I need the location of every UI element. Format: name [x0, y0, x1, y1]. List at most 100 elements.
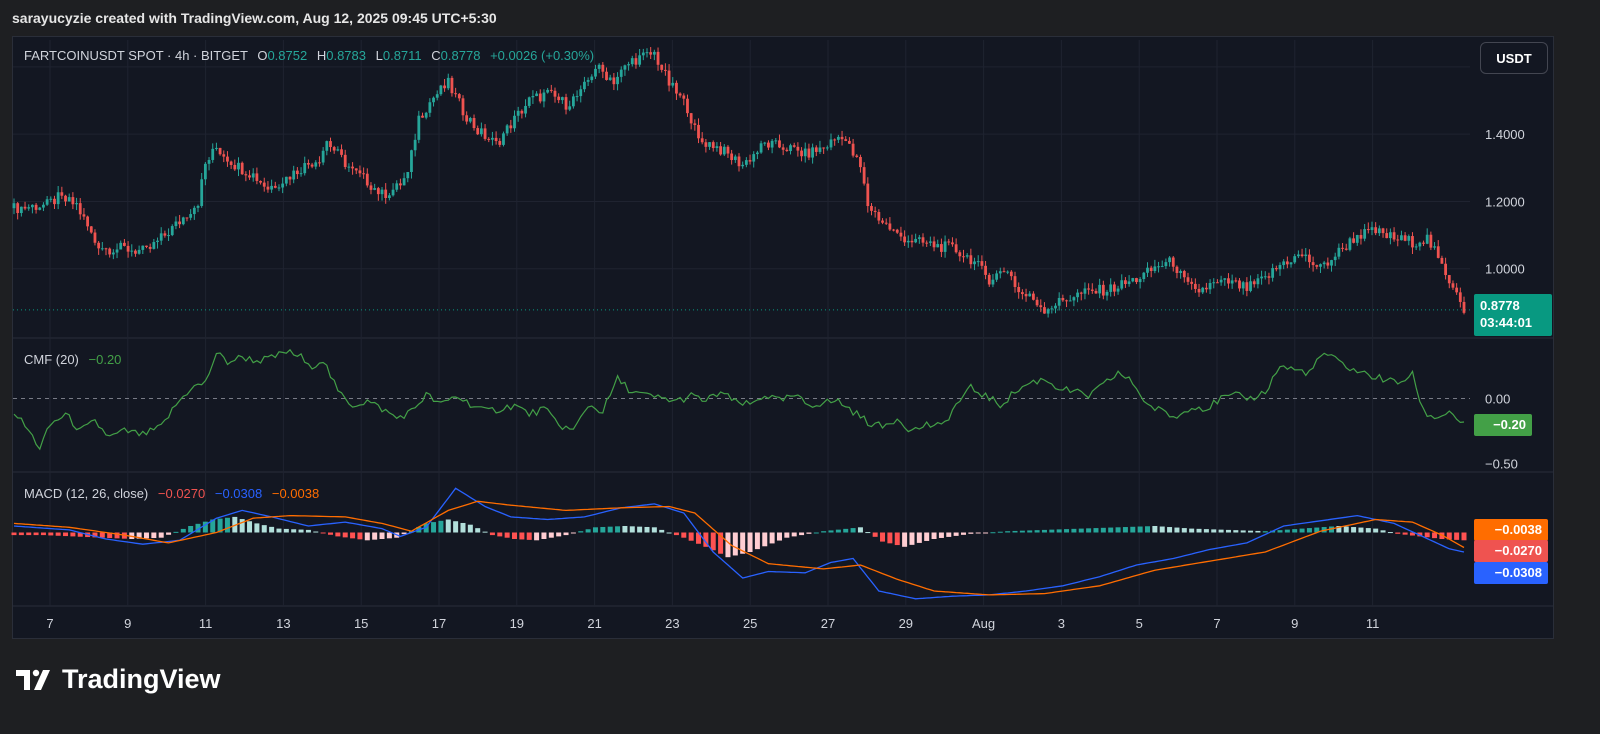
candle-body: [1002, 271, 1006, 273]
candle-body: [1028, 293, 1032, 297]
macd-histogram-bar: [747, 532, 753, 552]
candle-body: [424, 112, 428, 118]
candle-body: [1370, 227, 1374, 230]
candle-body: [387, 195, 391, 199]
high-label: H: [316, 48, 327, 63]
candle-body: [822, 147, 826, 149]
macd-histogram-bar: [585, 529, 591, 533]
candle-body: [711, 142, 715, 149]
macd-histogram-bar: [1027, 530, 1033, 533]
macd-label[interactable]: MACD (12, 26, close): [24, 486, 149, 501]
candle-body: [1458, 292, 1462, 302]
macd-histogram-bar: [946, 532, 952, 537]
candle-body: [1407, 236, 1411, 241]
macd-histogram-bar: [1255, 530, 1261, 533]
candle-body: [903, 236, 907, 243]
cmf-label[interactable]: CMF (20): [24, 352, 79, 367]
candle-body: [1013, 276, 1017, 287]
candle-body: [1065, 300, 1068, 302]
candle-body: [844, 139, 848, 141]
candle-body: [1388, 232, 1392, 239]
currency-unit-button[interactable]: USDT: [1480, 42, 1548, 74]
symbol-label[interactable]: FARTCOINUSDT SPOT · 4h · BITGET: [24, 48, 248, 63]
candle-body: [928, 241, 932, 243]
macd-histogram-bar: [666, 532, 672, 534]
candle-body: [660, 64, 664, 70]
x-tick-label: Aug: [972, 616, 995, 631]
candle-body: [1381, 228, 1385, 234]
candle-body: [1333, 256, 1337, 261]
candle-body: [741, 164, 745, 167]
candle-body: [491, 137, 494, 140]
candle-body: [1017, 286, 1021, 293]
macd-histogram-bar: [1402, 532, 1408, 535]
macd-signal-tag: −0.0308: [1474, 562, 1548, 584]
candle-body: [987, 274, 991, 285]
macd-histogram-bar: [1145, 526, 1151, 533]
candle-body: [756, 152, 759, 155]
candle-body: [1076, 292, 1079, 298]
macd-histogram-bar: [247, 521, 253, 533]
candle-body: [259, 180, 262, 183]
candle-body: [1252, 281, 1256, 285]
macd-histogram-bar: [136, 532, 142, 539]
candle-body: [895, 229, 899, 233]
candle-body: [358, 170, 362, 174]
macd-histogram-bar: [158, 532, 164, 538]
candle-body: [450, 77, 454, 94]
macd-histogram-bar: [372, 532, 378, 540]
macd-histogram-bar: [269, 526, 275, 533]
candle-body: [75, 203, 78, 205]
candle-body: [1142, 272, 1146, 280]
macd-histogram-bar: [1064, 529, 1070, 533]
candle-body: [45, 199, 49, 205]
candle-body: [262, 182, 266, 187]
candle-body: [1355, 235, 1359, 243]
candle-body: [454, 93, 458, 95]
candle-body: [310, 164, 314, 167]
candle-body: [1208, 283, 1212, 290]
candle-body: [1451, 283, 1455, 288]
candle-body: [1234, 280, 1238, 282]
candle-body: [1153, 266, 1157, 272]
candle-body: [1230, 280, 1234, 284]
candle-body: [1204, 287, 1208, 290]
macd-histogram-bar: [644, 526, 650, 533]
candle-body: [1337, 247, 1341, 257]
candle-body: [1006, 271, 1010, 273]
macd-histogram-bar: [1409, 532, 1415, 536]
macd-histogram-bar: [26, 532, 32, 536]
last-price-value: 0.8778: [1480, 298, 1520, 313]
candle-body: [373, 188, 377, 190]
candle-body: [641, 52, 645, 56]
candle-body: [321, 150, 325, 163]
candle-body: [1374, 227, 1378, 234]
macd-histogram-bar: [70, 532, 76, 537]
candle-body: [921, 237, 925, 243]
macd-histogram-bar: [659, 529, 665, 533]
x-tick-label: 17: [432, 616, 446, 631]
candle-body: [237, 162, 240, 170]
x-tick-label: 15: [354, 616, 368, 631]
candle-body: [524, 105, 527, 114]
macd-histogram-bar: [637, 526, 643, 533]
macd-histogram-bar: [166, 532, 172, 535]
x-tick-label: 11: [1366, 616, 1380, 631]
macd-line: [13, 487, 1465, 600]
candle-body: [969, 255, 973, 265]
candle-body: [67, 197, 71, 202]
candle-body: [892, 229, 895, 231]
candle-body: [998, 271, 1002, 274]
candle-body: [851, 143, 855, 156]
macd-histogram-bar: [350, 532, 356, 539]
candle-body: [218, 147, 222, 155]
candle-body: [417, 115, 421, 140]
macd-histogram-bar: [453, 521, 459, 533]
candle-body: [476, 128, 480, 135]
tradingview-logo[interactable]: TradingView: [16, 664, 221, 695]
candle-body: [340, 149, 343, 155]
candle-body: [752, 154, 756, 162]
candle-body: [1444, 263, 1447, 276]
candle-body: [870, 206, 873, 211]
